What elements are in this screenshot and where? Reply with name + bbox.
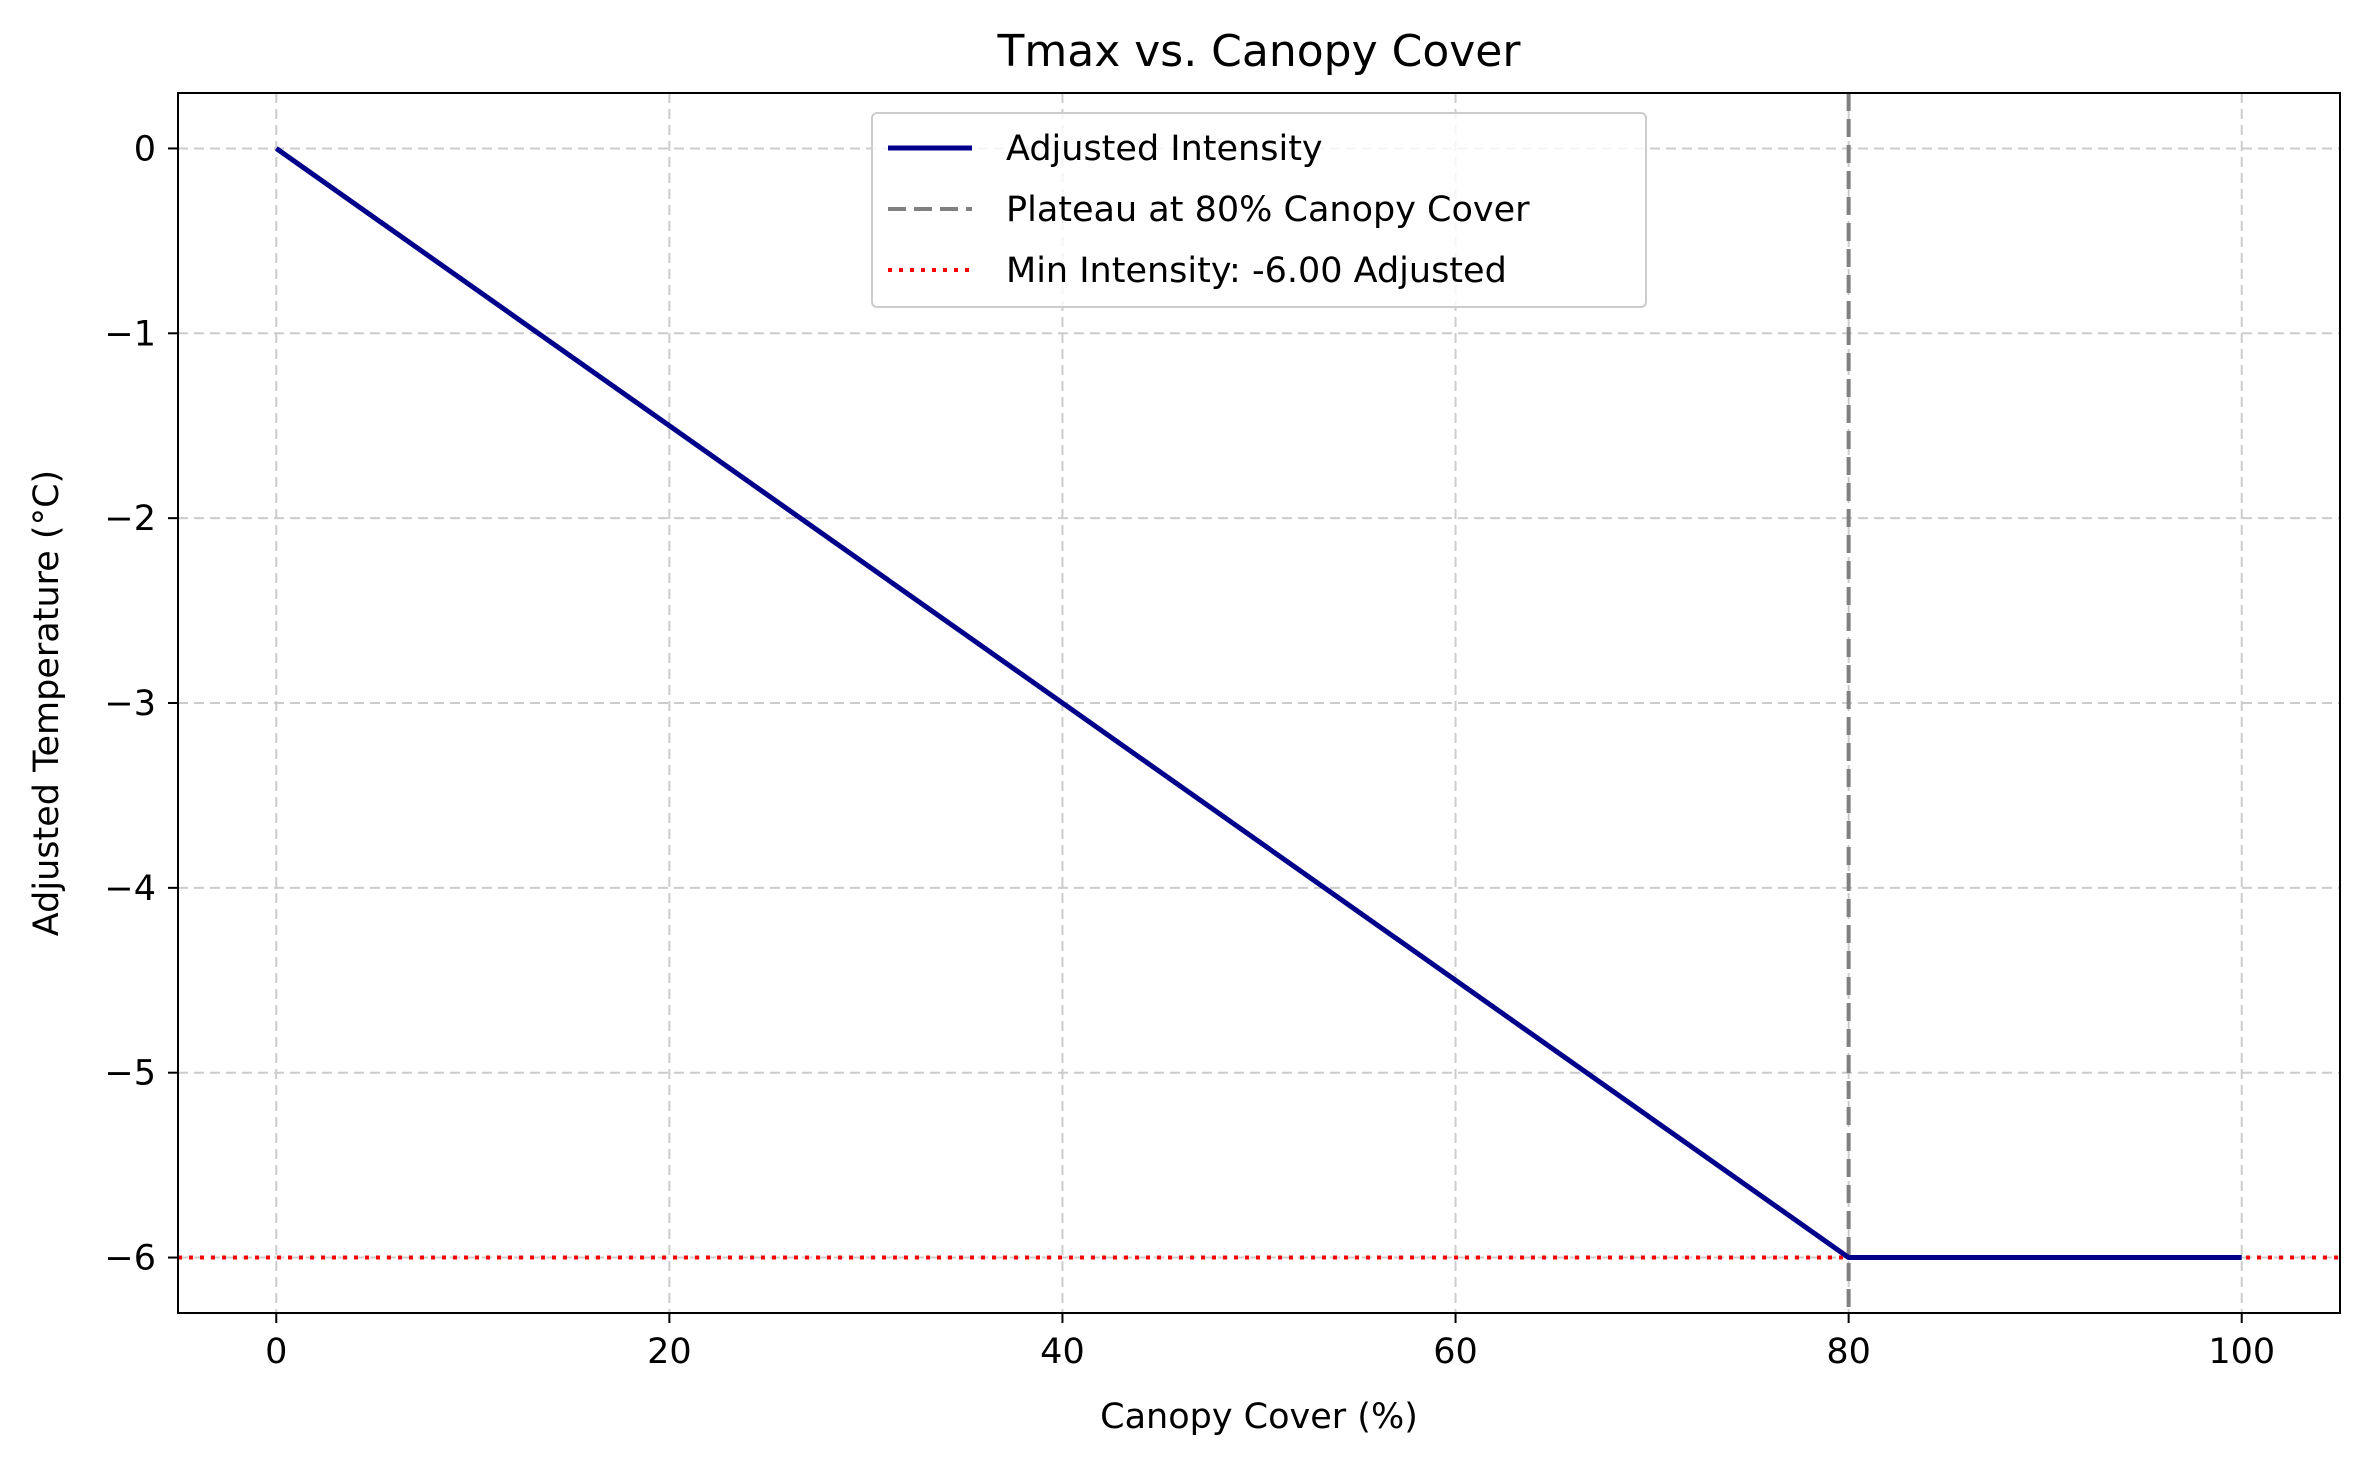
x-tick-label: 40 [1040,1332,1085,1372]
legend: Adjusted Intensity Plateau at 80% Canopy… [871,112,1647,308]
y-tick-label: −6 [104,1239,156,1279]
legend-entry-adjusted-intensity: Adjusted Intensity [1006,129,1323,169]
y-tick-label: −1 [104,314,156,354]
x-tick-label: 0 [265,1332,287,1372]
y-tick-label: −4 [104,869,156,909]
reference-lines [178,93,2340,1313]
x-axis-label: Canopy Cover (%) [1100,1397,1418,1437]
legend-entry-min-intensity: Min Intensity: -6.00 Adjusted [1006,251,1507,291]
x-tick-label: 80 [1826,1332,1871,1372]
series-layer [274,146,2242,1261]
x-tick-label: 100 [2208,1332,2275,1372]
ticks: 0 20 40 60 80 100 0 −1 −2 −3 −4 −5 −6 [104,129,2275,1372]
y-tick-label: 0 [134,129,156,169]
chart-title: Tmax vs. Canopy Cover [997,26,1522,77]
y-tick-label: −5 [104,1054,156,1094]
y-tick-label: −2 [104,499,156,539]
y-axis-label: Adjusted Temperature (°C) [27,470,67,936]
y-tick-label: −3 [104,684,156,724]
x-tick-label: 20 [647,1332,692,1372]
legend-box [871,112,1647,308]
legend-entry-plateau: Plateau at 80% Canopy Cover [1006,190,1530,230]
series-line-adjusted-intensity [274,146,2242,1261]
x-tick-label: 60 [1433,1332,1478,1372]
